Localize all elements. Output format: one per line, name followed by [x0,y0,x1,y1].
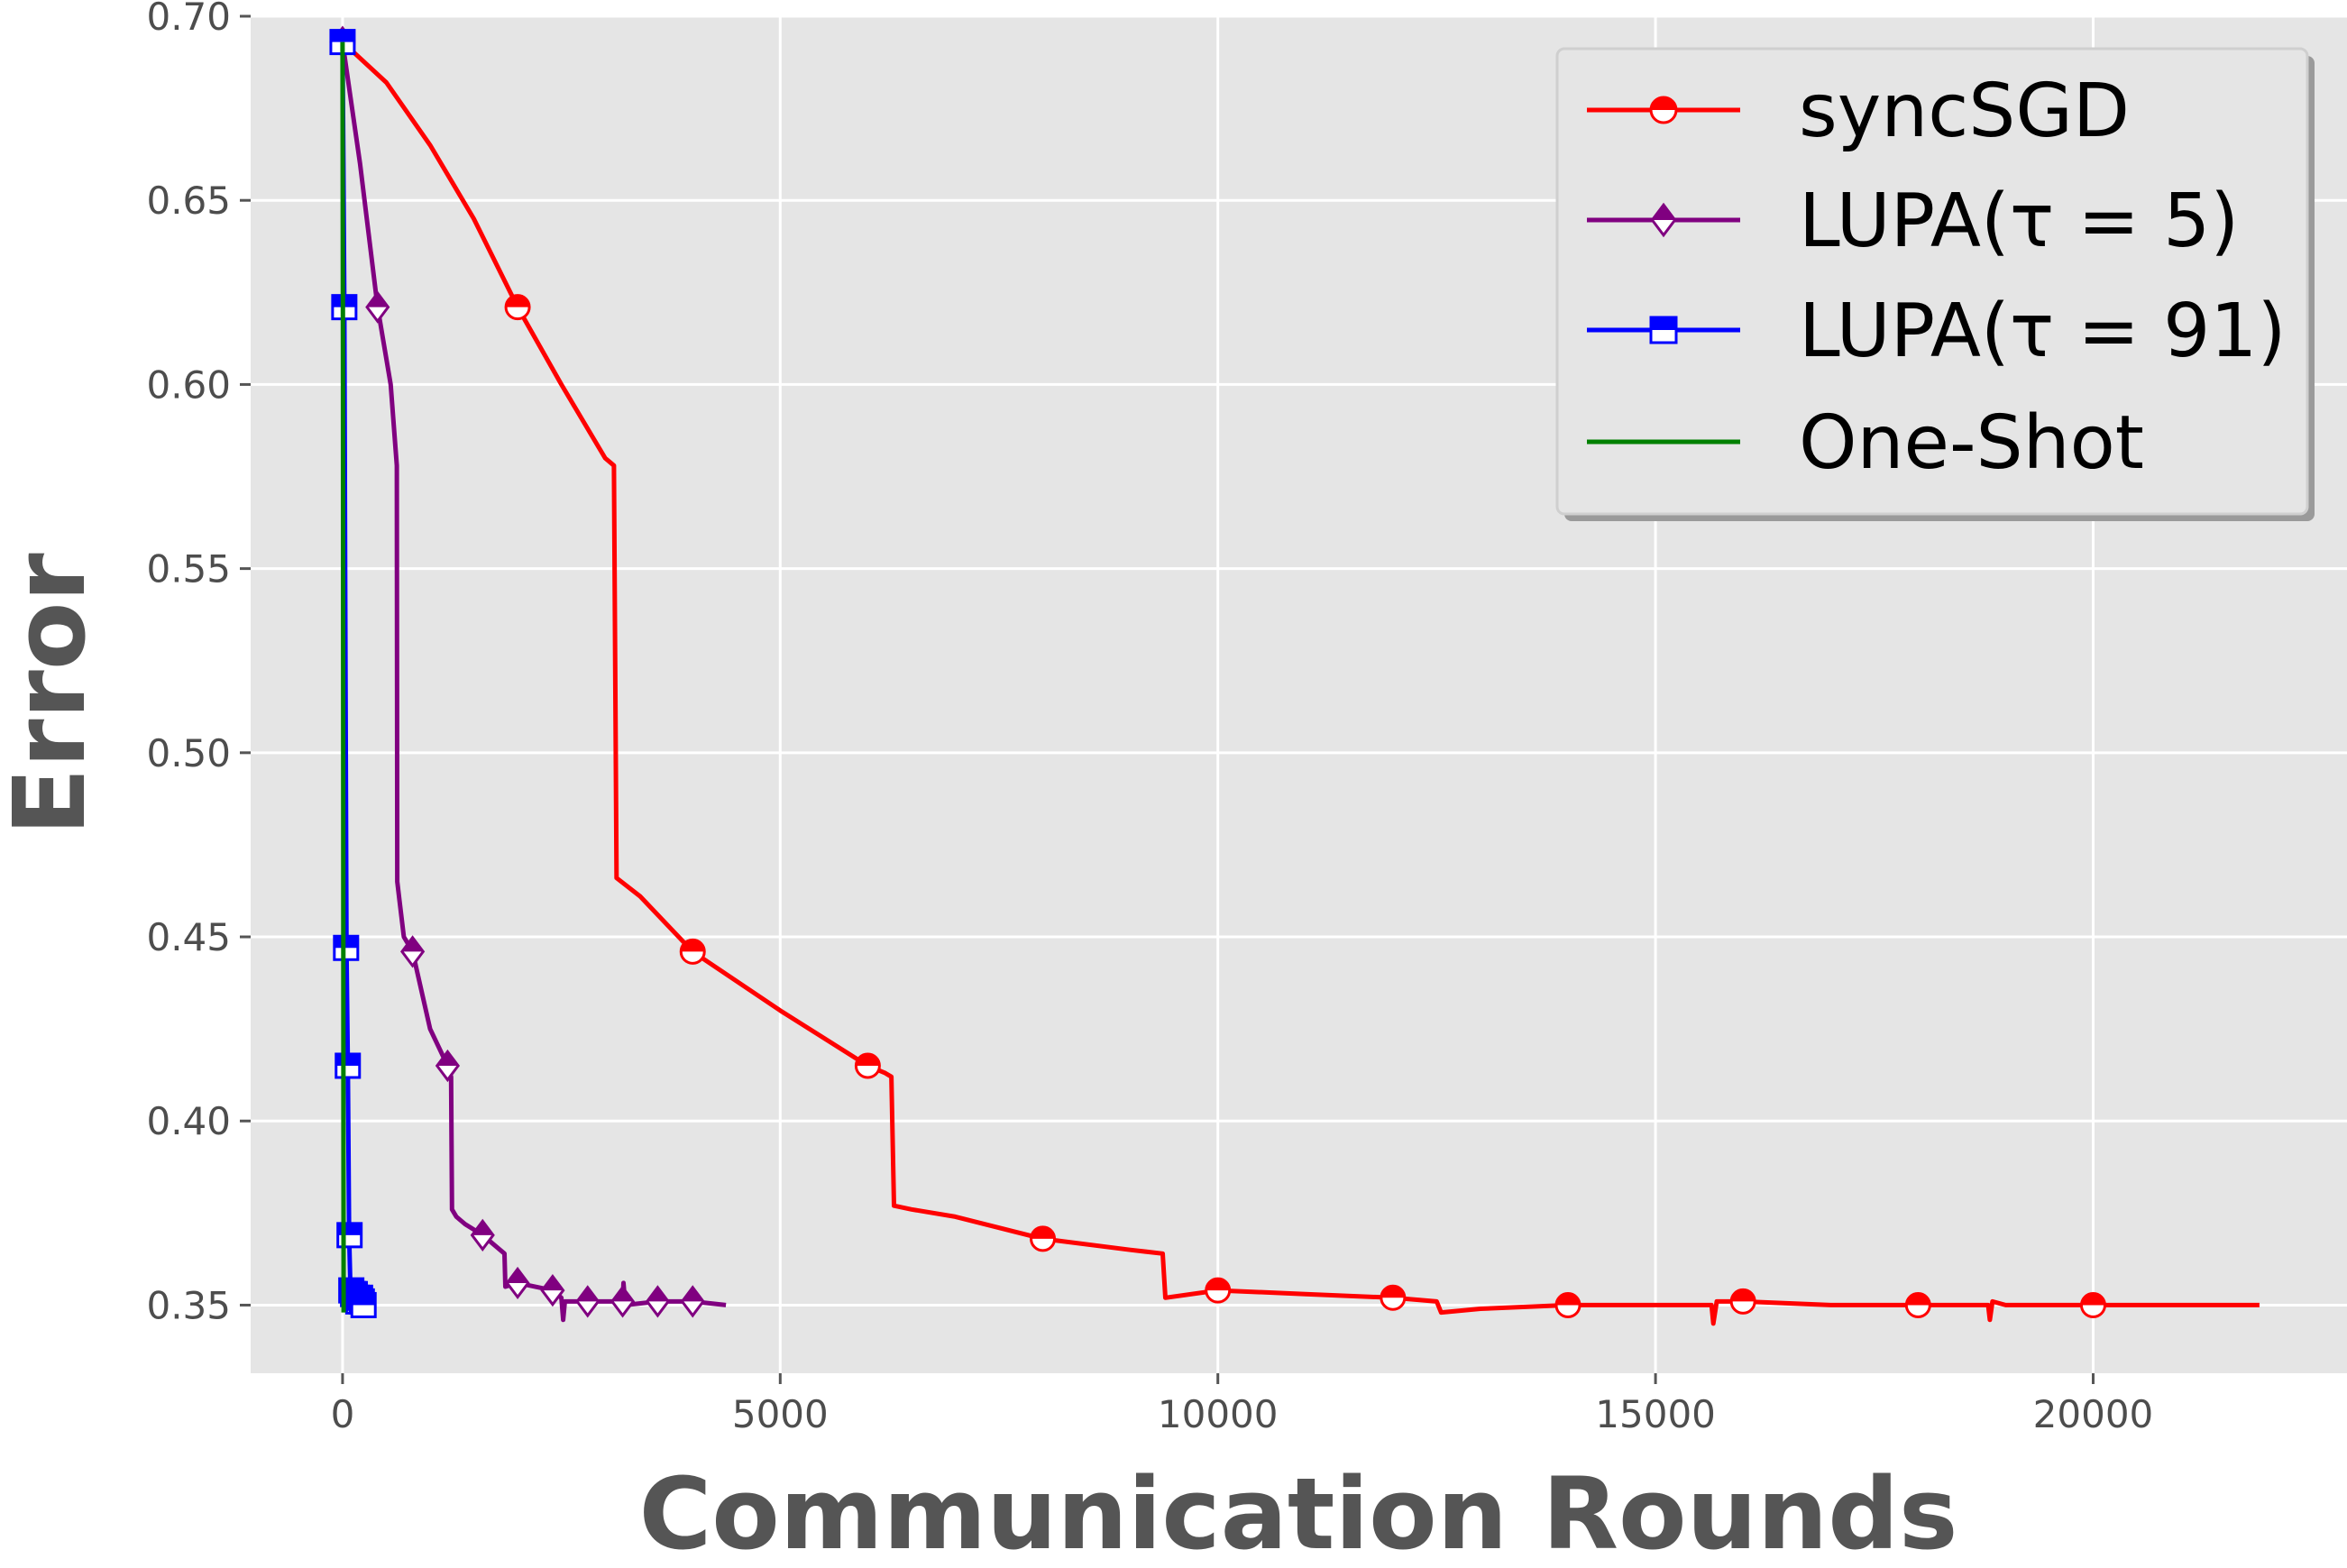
data-point [505,1266,530,1300]
data-point [335,1052,362,1079]
data-point [435,1049,460,1083]
series-3 [340,41,346,1313]
y-tick-label: 0.60 [146,362,231,407]
legend-label: syncSGD [1799,69,2130,154]
y-tick-label: 0.40 [146,1099,231,1143]
x-tick-label: 15000 [1595,1392,1716,1436]
x-tick-labels: 0 5000 10000 15000 20000 [331,1373,2154,1436]
data-point [645,1285,670,1318]
data-point [1729,1288,1756,1315]
y-tick-label: 0.35 [146,1283,231,1327]
y-tick-label: 0.50 [146,731,231,775]
x-tick-label: 20000 [2033,1392,2154,1436]
x-tick-label: 5000 [732,1392,829,1436]
legend-item: syncSGD [1587,69,2130,154]
data-point [470,1218,495,1252]
data-point [1205,1277,1232,1304]
legend-marker [1650,202,1677,238]
data-point [1554,1291,1581,1318]
data-point [333,934,360,961]
y-axis-title: Error [0,553,107,835]
series-line [340,41,346,1313]
legend-label: LUPA(τ = 91) [1799,289,2286,374]
data-point [854,1052,881,1079]
data-point [1380,1284,1407,1311]
x-axis-title: Communication Rounds [639,1456,1958,1568]
legend: syncSGD LUPA(τ = 5) LUPA(τ = 91) One-Shot [1555,47,2315,521]
legend-item: LUPA(τ = 91) [1587,289,2286,374]
series-group [329,25,2260,1326]
y-tick-label: 0.55 [146,547,231,591]
legend-marker [1649,316,1678,344]
y-tick-label: 0.65 [146,179,231,223]
data-point [540,1274,565,1307]
data-point [679,938,706,965]
y-tick-label: 0.45 [146,915,231,959]
data-point [400,935,426,968]
data-point [350,1291,377,1318]
legend-label: One-Shot [1799,400,2144,486]
legend-marker [1649,96,1678,124]
x-tick-label: 0 [331,1392,355,1436]
y-tick-label: 0.70 [146,0,231,39]
legend-item: LUPA(τ = 5) [1587,179,2239,264]
legend-label: LUPA(τ = 5) [1799,179,2239,264]
data-point [2079,1291,2106,1318]
data-point [575,1285,601,1318]
x-tick-label: 10000 [1158,1392,1279,1436]
data-point [365,290,390,324]
data-point [1030,1225,1057,1252]
data-point [680,1285,705,1318]
legend-box [1555,47,2309,516]
data-point [504,294,531,321]
data-point [610,1285,636,1318]
y-tick-labels: 0.35 0.40 0.45 0.50 0.55 0.60 0.65 0.70 [146,0,251,1327]
data-point [1904,1291,1931,1318]
legend-item: One-Shot [1587,400,2144,486]
